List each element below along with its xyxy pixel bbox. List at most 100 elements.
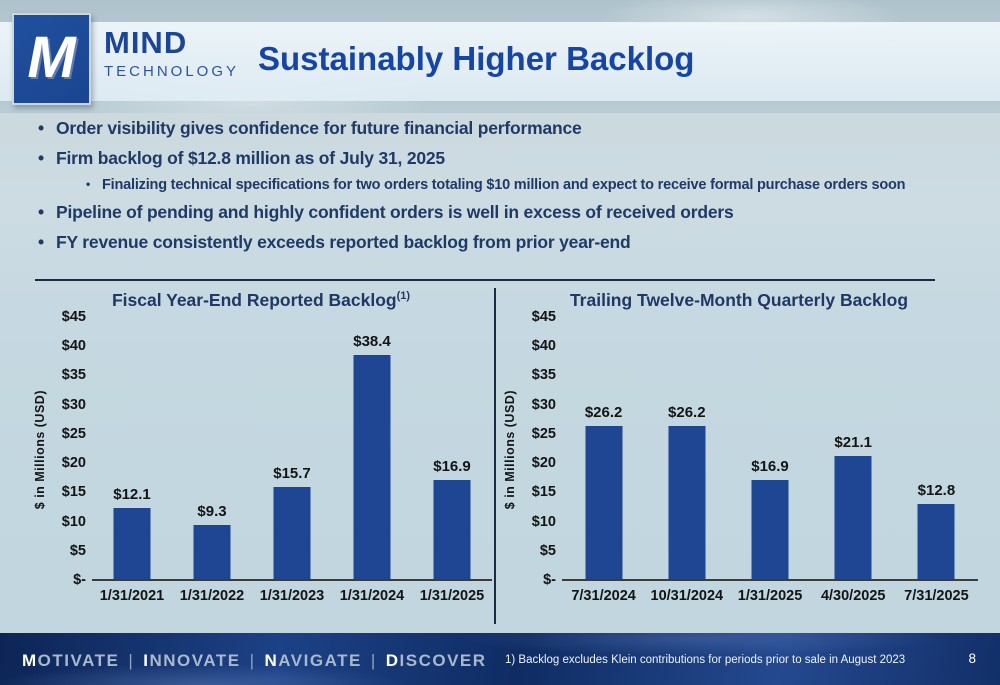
vertical-divider — [494, 288, 496, 624]
chart-title-footnote-ref: (1) — [396, 290, 411, 303]
y-tick-label: $- — [543, 572, 556, 588]
y-tick-label: $40 — [61, 338, 86, 355]
y-tick-label: $30 — [531, 396, 556, 413]
bar — [193, 525, 231, 579]
bar — [113, 508, 151, 579]
bullet-list: • Order visibility gives confidence for f… — [0, 118, 1000, 262]
logo-m-icon: M — [27, 24, 76, 90]
bar-value-label: $16.9 — [433, 458, 471, 475]
bar-slot: $9.3 — [172, 318, 252, 579]
bar — [273, 487, 311, 579]
bullet-dot-icon: • — [38, 202, 44, 222]
motto-separator: | — [370, 651, 377, 670]
bullet-item: • Firm backlog of $12.8 million as of Jul… — [0, 148, 1000, 169]
bullet-text: Pipeline of pending and highly confident… — [56, 202, 734, 222]
bar-value-label: $38.4 — [353, 333, 391, 350]
brand-block: MIND TECHNOLOGY — [104, 25, 240, 80]
plot-area: $12.1 $9.3 $15.7 $38.4 $16.9 — [92, 318, 492, 581]
header-title-band — [0, 22, 1000, 101]
page-title: Sustainably Higher Backlog — [258, 40, 695, 77]
motto-word: INNOVATE — [143, 651, 241, 670]
motto-word: NAVIGATE — [264, 651, 362, 670]
x-tick-label: 1/31/2024 — [339, 588, 405, 604]
x-axis-labels: 1/31/2021 1/31/2022 1/31/2023 1/31/2024 1/31… — [92, 581, 492, 604]
x-tick-label: 1/31/2025 — [419, 588, 485, 604]
y-tick-label: $15 — [531, 484, 556, 501]
trailing-twelve-month-backlog-chart: Trailing Twelve-Month Quarterly Backlog $… — [500, 282, 978, 604]
bar-value-label: $15.7 — [273, 465, 311, 482]
bullet-dot-icon: • — [86, 177, 91, 191]
x-tick-label: 7/31/2025 — [904, 588, 969, 604]
motto-word: DISCOVER — [385, 651, 487, 670]
x-tick-label: 7/31/2024 — [571, 588, 636, 604]
bullet-item: • Order visibility gives confidence for f… — [0, 118, 1000, 139]
bar-slot: $26.2 — [645, 318, 728, 579]
bar-slot: $12.1 — [92, 318, 172, 579]
y-tick-label: $20 — [61, 455, 86, 472]
footer: MOTIVATE | INNOVATE | NAVIGATE | DISCOVER 1) B… — [0, 633, 1000, 685]
y-tick-label: $35 — [531, 367, 556, 384]
y-tick-label: $5 — [539, 542, 556, 559]
bar-slot: $38.4 — [332, 318, 412, 579]
bullet-text: FY revenue consistently exceeds reported… — [56, 232, 631, 252]
y-tick-label: $25 — [531, 425, 556, 442]
header: M MIND TECHNOLOGY Sustainably Higher Bac… — [0, 0, 1000, 113]
motto-separator: | — [249, 651, 256, 670]
bar-slot: $21.1 — [812, 318, 895, 579]
page-number: 8 — [968, 651, 976, 666]
y-tick-label: $10 — [61, 513, 86, 530]
bullet-dot-icon: • — [38, 118, 44, 138]
y-tick-label: $35 — [61, 367, 86, 384]
x-tick-label: 1/31/2023 — [259, 588, 325, 604]
bar-value-label: $12.8 — [917, 482, 956, 499]
brand-subtitle: TECHNOLOGY — [104, 62, 240, 80]
bar-value-label: $26.2 — [668, 404, 706, 421]
bar-value-label: $9.3 — [197, 503, 227, 520]
bar-value-label: $21.1 — [834, 434, 872, 451]
bullet-item: • Finalizing technical specifications for… — [0, 177, 1000, 193]
x-tick-label: 1/31/2021 — [99, 588, 165, 604]
bar — [585, 426, 623, 579]
motto-word: MOTIVATE — [22, 651, 120, 670]
x-tick-label: 1/31/2025 — [737, 588, 803, 604]
motto-separator: | — [128, 651, 135, 670]
fiscal-year-end-backlog-chart: Fiscal Year-End Reported Backlog(1) $ in … — [30, 282, 492, 604]
x-tick-label: 1/31/2022 — [179, 588, 245, 604]
bar — [751, 480, 789, 579]
bullet-text: Finalizing technical specifications for … — [102, 177, 906, 193]
bullet-text: Order visibility gives confidence for fu… — [56, 118, 582, 138]
y-axis-label: $ in Millions (USD) — [33, 389, 47, 510]
brand-name: MIND — [104, 25, 188, 60]
bar-value-label: $26.2 — [584, 404, 623, 421]
bullet-dot-icon: • — [38, 232, 44, 252]
mind-technology-logo: M — [12, 13, 91, 105]
bar-slot: $15.7 — [252, 318, 332, 579]
motto: MOTIVATE | INNOVATE | NAVIGATE | DISCOVER — [22, 651, 487, 671]
y-tick-label: $45 — [61, 309, 86, 325]
y-tick-label: $45 — [531, 309, 556, 325]
chart-title: Fiscal Year-End Reported Backlog(1) — [111, 290, 411, 310]
y-tick-label: $15 — [61, 484, 86, 501]
plot-area: $26.2 $26.2 $16.9 $21.1 $12.8 — [562, 318, 978, 581]
y-axis-ticks: $- $5 $10 $15 $20 $25 $30 $35 $40 $45 — [520, 309, 562, 588]
y-tick-label: $20 — [531, 455, 556, 472]
footnote: 1) Backlog excludes Klein contributions … — [505, 654, 906, 666]
bar-value-label: $12.1 — [113, 486, 151, 503]
bar-slot: $12.8 — [895, 318, 978, 579]
y-axis-label: $ in Millions (USD) — [503, 389, 517, 510]
bar — [917, 504, 955, 579]
bar-slot: $16.9 — [728, 318, 811, 579]
bullet-item: • Pipeline of pending and highly confiden… — [0, 202, 1000, 223]
y-tick-label: $5 — [69, 542, 86, 559]
bar — [834, 456, 872, 579]
x-tick-label: 4/30/2025 — [820, 588, 886, 604]
horizontal-divider — [35, 279, 935, 281]
charts-section: Fiscal Year-End Reported Backlog(1) $ in … — [0, 282, 1000, 632]
bullet-dot-icon: • — [38, 148, 44, 168]
y-tick-label: $30 — [61, 396, 86, 413]
bar-slot: $16.9 — [412, 318, 492, 579]
bullet-text: Firm backlog of $12.8 million as of July… — [56, 148, 445, 168]
bar-slot: $26.2 — [562, 318, 645, 579]
y-tick-label: $- — [73, 572, 86, 588]
